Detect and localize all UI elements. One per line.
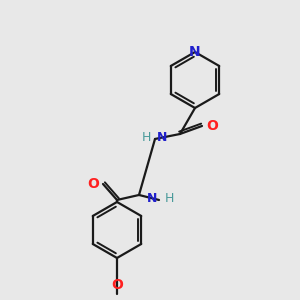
Text: N: N xyxy=(189,45,201,59)
Text: H: H xyxy=(142,131,151,145)
Text: H: H xyxy=(165,193,174,206)
Text: N: N xyxy=(157,131,167,145)
Text: O: O xyxy=(111,278,123,292)
Text: O: O xyxy=(206,119,218,133)
Text: O: O xyxy=(87,177,99,191)
Text: N: N xyxy=(147,193,157,206)
